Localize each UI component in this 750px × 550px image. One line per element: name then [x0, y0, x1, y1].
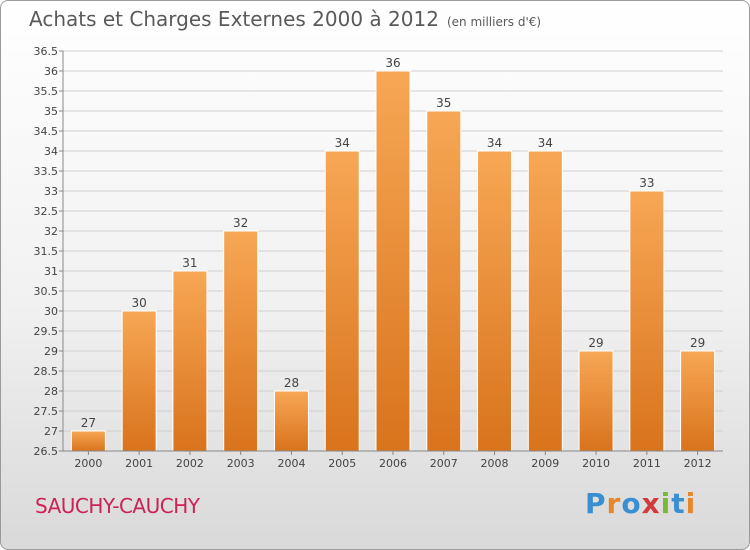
x-tick-label: 2011 — [633, 457, 661, 470]
y-tick-label: 32 — [44, 225, 58, 238]
bar-2008 — [477, 150, 513, 452]
logo-letter: o — [621, 487, 642, 520]
x-tick-label: 2002 — [176, 457, 204, 470]
chart-title: Achats et Charges Externes 2000 à 2012 (e… — [29, 7, 541, 31]
value-label-2000: 27 — [81, 416, 96, 430]
bar-2012 — [680, 350, 716, 452]
value-label-2003: 32 — [233, 216, 248, 230]
y-tick-label: 36 — [44, 65, 58, 78]
x-tick-label: 2004 — [277, 457, 305, 470]
x-tick-label: 2001 — [125, 457, 153, 470]
value-label-2009: 34 — [538, 136, 553, 150]
x-tick-label: 2012 — [684, 457, 712, 470]
x-tick-label: 2007 — [430, 457, 458, 470]
y-tick-label: 33.5 — [34, 165, 59, 178]
value-label-2010: 29 — [588, 336, 603, 350]
logo-letter: x — [641, 487, 661, 520]
y-tick-label: 29 — [44, 345, 58, 358]
bar-2010 — [578, 350, 614, 452]
logo-letter: t — [671, 487, 686, 520]
y-tick-label: 29.5 — [34, 325, 59, 338]
bar-2001 — [121, 310, 157, 452]
y-tick-label: 30.5 — [34, 285, 59, 298]
bar-2002 — [172, 270, 208, 452]
value-label-2012: 29 — [690, 336, 705, 350]
bar-2004 — [273, 390, 309, 452]
bar-2005 — [324, 150, 360, 452]
value-label-2002: 31 — [182, 256, 197, 270]
logo-letter: r — [606, 487, 622, 520]
logo-letter: i — [660, 487, 672, 520]
unit-label: (en milliers d'€) — [446, 15, 542, 29]
proxiti-logo: Proxiti — [585, 487, 696, 520]
y-tick-label: 31.5 — [34, 245, 59, 258]
y-tick-label: 27.5 — [34, 405, 59, 418]
chart-title-text: Achats et Charges Externes 2000 à 2012 — [29, 7, 439, 31]
y-tick-label: 31 — [44, 265, 58, 278]
y-tick-label: 35 — [44, 105, 58, 118]
bar-2006 — [375, 70, 411, 452]
y-tick-label: 35.5 — [34, 85, 59, 98]
bar-2011 — [629, 190, 665, 452]
value-label-2007: 35 — [436, 96, 451, 110]
y-tick-label: 28.5 — [34, 365, 59, 378]
bar-2009 — [527, 150, 563, 452]
y-tick-label: 30 — [44, 305, 58, 318]
value-label-2006: 36 — [385, 56, 400, 70]
x-tick-label: 2005 — [328, 457, 356, 470]
bar-2000 — [70, 430, 106, 452]
city-name: SAUCHY-CAUCHY — [35, 494, 200, 518]
value-label-2008: 34 — [487, 136, 502, 150]
x-tick-label: 2006 — [379, 457, 407, 470]
value-label-2004: 28 — [284, 376, 299, 390]
y-tick-label: 27 — [44, 425, 58, 438]
y-tick-label: 33 — [44, 185, 58, 198]
y-tick-label: 36.5 — [34, 45, 59, 58]
bar-2003 — [223, 230, 259, 452]
x-tick-label: 2000 — [74, 457, 102, 470]
x-tick-label: 2009 — [531, 457, 559, 470]
value-label-2005: 34 — [335, 136, 350, 150]
y-tick-label: 26.5 — [34, 445, 59, 458]
x-tick-label: 2008 — [481, 457, 509, 470]
value-label-2011: 33 — [639, 176, 654, 190]
y-tick-label: 28 — [44, 385, 58, 398]
value-label-2001: 30 — [132, 296, 147, 310]
y-tick-label: 34 — [44, 145, 58, 158]
x-tick-label: 2010 — [582, 457, 610, 470]
x-tick-label: 2003 — [227, 457, 255, 470]
bar-2007 — [426, 110, 462, 452]
logo-letter: i — [685, 487, 697, 520]
y-tick-label: 34.5 — [34, 125, 59, 138]
logo-letter: P — [585, 487, 607, 520]
y-tick-label: 32.5 — [34, 205, 59, 218]
